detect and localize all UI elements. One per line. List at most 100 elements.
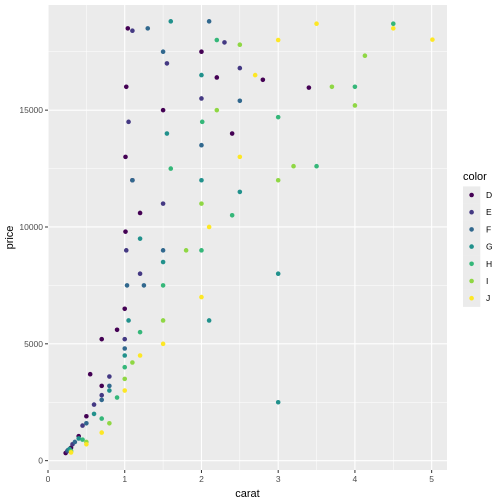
y-tick-label: 0 <box>38 456 43 466</box>
data-point-I <box>275 177 281 183</box>
data-point-E <box>122 336 128 342</box>
legend-label-H: H <box>486 259 492 269</box>
data-point-I <box>352 103 358 108</box>
data-point-D <box>99 336 105 342</box>
legend-swatch-J <box>469 295 474 301</box>
data-point-J <box>206 224 212 230</box>
data-point-F <box>160 248 166 253</box>
minor-gridlines <box>48 5 447 470</box>
x-tick-label: 5 <box>429 474 434 484</box>
data-point-F <box>72 439 78 445</box>
data-point-E <box>80 423 85 428</box>
data-point-I <box>329 84 335 90</box>
data-point-D <box>122 306 128 312</box>
data-points <box>63 19 435 456</box>
x-axis-ticks: 0 1 2 3 4 5 <box>46 470 434 484</box>
data-point-J <box>137 353 143 358</box>
data-point-G <box>168 19 174 24</box>
legend-swatch-D <box>469 192 474 198</box>
data-point-G <box>164 131 170 136</box>
data-point-D <box>125 26 131 31</box>
data-point-E <box>137 271 143 277</box>
data-point-D <box>99 383 105 389</box>
legend-label-F: F <box>486 224 491 234</box>
data-point-D <box>260 77 266 83</box>
data-point-I <box>199 201 204 206</box>
data-point-H <box>314 163 319 169</box>
data-point-H <box>390 21 396 26</box>
data-point-E <box>99 392 105 398</box>
data-point-F <box>206 19 212 24</box>
data-point-H <box>214 37 220 43</box>
data-point-H <box>168 166 174 171</box>
data-point-G <box>206 318 212 323</box>
data-point-F <box>237 98 243 104</box>
legend-swatch-I <box>469 278 474 284</box>
data-point-I <box>291 163 296 169</box>
data-point-G <box>275 271 281 277</box>
data-point-F <box>160 49 166 55</box>
y-axis-title: price <box>4 226 16 250</box>
data-point-H <box>114 395 120 400</box>
y-tick-label: 10000 <box>19 222 43 232</box>
data-point-E <box>91 402 97 407</box>
data-point-D <box>84 413 89 419</box>
data-point-G <box>199 72 204 78</box>
data-point-G <box>160 259 166 265</box>
data-point-H <box>99 416 105 421</box>
y-axis-ticks: 0 5000 10000 15000 <box>19 105 48 466</box>
legend-swatch-F <box>469 227 474 232</box>
x-tick-label: 2 <box>199 474 204 484</box>
data-point-E <box>164 61 170 66</box>
data-point-D <box>199 49 204 55</box>
data-point-J <box>99 430 105 435</box>
data-point-J <box>275 37 281 43</box>
data-point-G <box>275 399 281 405</box>
data-point-I <box>130 360 135 365</box>
data-point-D <box>229 131 235 136</box>
data-point-D <box>114 327 120 333</box>
data-point-H <box>229 213 235 218</box>
data-point-E <box>107 374 112 379</box>
legend-swatch-H <box>469 261 474 267</box>
data-point-I <box>107 420 112 426</box>
data-point-H <box>352 84 358 90</box>
plot-panel <box>48 5 447 470</box>
data-point-D <box>87 371 93 377</box>
data-point-D <box>306 85 312 90</box>
data-point-F <box>99 397 105 403</box>
data-point-G <box>126 318 131 323</box>
data-point-E <box>160 201 166 206</box>
data-point-H <box>199 248 204 253</box>
legend-swatch-G <box>469 244 474 249</box>
data-point-H <box>199 119 205 125</box>
data-point-J <box>84 442 89 447</box>
data-point-J <box>199 294 204 300</box>
x-tick-label: 0 <box>46 474 51 484</box>
legend-label-E: E <box>486 207 492 217</box>
legend-swatch-E <box>469 209 474 215</box>
data-point-E <box>199 96 204 101</box>
data-point-D <box>137 210 143 216</box>
data-point-D <box>123 84 129 90</box>
data-point-G <box>199 177 204 183</box>
data-point-F <box>145 26 151 31</box>
data-point-J <box>390 26 396 31</box>
data-point-G <box>237 189 243 195</box>
data-point-G <box>91 411 97 417</box>
x-tick-label: 4 <box>353 474 358 484</box>
data-point-F <box>130 177 135 183</box>
data-point-I <box>122 376 128 382</box>
data-point-H <box>275 114 281 120</box>
y-tick-label: 5000 <box>24 339 43 349</box>
data-point-I <box>362 53 368 59</box>
data-point-E <box>222 40 227 45</box>
data-point-J <box>237 154 243 160</box>
x-axis-title: carat <box>235 488 259 500</box>
data-point-J <box>252 72 258 78</box>
data-point-J <box>160 341 166 347</box>
data-point-E <box>123 248 129 253</box>
legend-label-G: G <box>486 242 493 252</box>
